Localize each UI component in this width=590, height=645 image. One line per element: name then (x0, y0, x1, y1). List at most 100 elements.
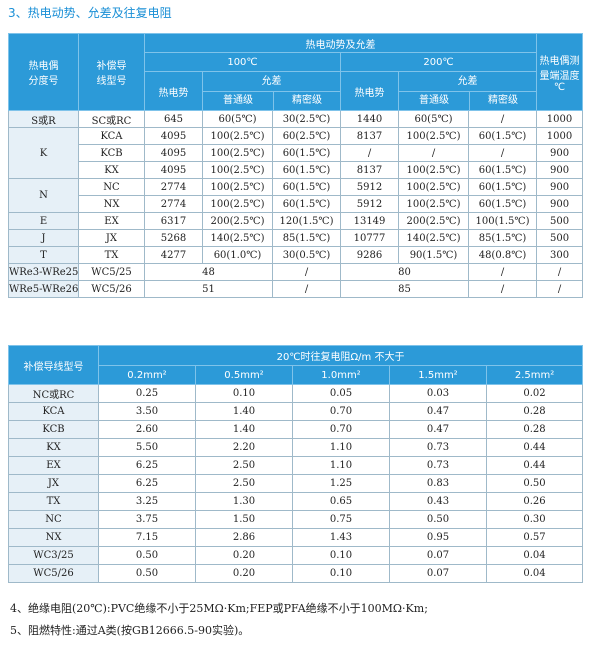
table-cell: 140(2.5℃) (202, 229, 273, 247)
table-cell: 0.50 (485, 474, 584, 493)
table-cell: 9286 (340, 246, 399, 264)
header-size: 1.0mm² (292, 365, 390, 385)
table-cell: TX (78, 246, 145, 264)
table-cell: NC (78, 178, 145, 196)
table-cell: 2.50 (195, 456, 293, 475)
table-cell: 0.50 (98, 564, 196, 583)
section-heading: 3、热电动势、允差及往复电阻 (8, 6, 172, 20)
table-cell: 900 (536, 144, 584, 162)
table-row: NC或RC 0.25 0.10 0.05 0.03 0.02 (8, 384, 584, 403)
model-cell: KCB (8, 420, 99, 439)
table-cell: 60(1.5℃) (272, 161, 341, 179)
table-cell: WC5/25 (78, 263, 145, 281)
table-cell: 2.60 (98, 420, 196, 439)
table-cell: 0.04 (485, 546, 584, 565)
thermocouple-type-cell: J (8, 229, 79, 247)
table-cell: 60(1.5℃) (467, 178, 538, 196)
table-cell: 0.28 (485, 420, 584, 439)
table-cell: 60(2.5℃) (272, 127, 341, 145)
table-cell: 0.47 (389, 420, 487, 439)
table-cell: 0.10 (292, 564, 390, 583)
table-cell: / (272, 280, 341, 298)
table-row: KX 4095 100(2.5℃) 60(1.5℃) 8137 100(2.5℃) 60(1… (9, 161, 584, 179)
table-cell: 60(1.5℃) (467, 127, 538, 145)
table-cell: 0.07 (389, 546, 487, 565)
table-cell: 100(2.5℃) (202, 127, 273, 145)
table-cell: 300 (536, 246, 584, 264)
table-cell: 0.10 (195, 384, 293, 403)
table-cell: 0.44 (485, 456, 584, 475)
table-cell: 1.30 (195, 492, 293, 511)
table-cell: 0.47 (389, 402, 487, 421)
table-cell: 48 (144, 263, 273, 281)
table-cell: 60(1.5℃) (272, 178, 341, 196)
table-cell: 0.70 (292, 420, 390, 439)
table-cell: 0.20 (195, 546, 293, 565)
table-cell: 0.04 (485, 564, 584, 583)
table-cell: 0.75 (292, 510, 390, 529)
table-cell: 30(0.5℃) (272, 246, 341, 264)
table-cell: KCA (78, 127, 145, 145)
table-cell: 1.43 (292, 528, 390, 547)
table-cell: 1000 (536, 127, 584, 145)
table-cell: 0.83 (389, 474, 487, 493)
table-row: NX 2774 100(2.5℃) 60(1.5℃) 5912 100(2.5℃) 60(1… (9, 195, 584, 213)
table-row: WC5/26 0.50 0.20 0.10 0.07 0.04 (8, 564, 584, 583)
header-100c: 100℃ (144, 52, 341, 72)
table-cell: 3.75 (98, 510, 196, 529)
table-cell: 4095 (144, 127, 203, 145)
emf-tolerance-table: 热电偶 分度号 补偿导 线型号 热电动势及允差 热电偶测 量端温度 ℃ 100℃ 200… (8, 33, 584, 298)
header-tolerance-200: 允差 普通级 精密级 (397, 71, 538, 111)
table-cell: 900 (536, 195, 584, 213)
table-row: KX 5.50 2.20 1.10 0.73 0.44 (8, 438, 584, 457)
table-cell: 2.50 (195, 474, 293, 493)
table-cell: 2.86 (195, 528, 293, 547)
table-cell: 60(5℃) (202, 110, 273, 128)
table-row: WC3/25 0.50 0.20 0.10 0.07 0.04 (8, 546, 584, 565)
table-cell: 13149 (340, 212, 399, 230)
header-model: 补偿导线型号 (8, 345, 99, 385)
table-cell: 30(2.5℃) (272, 110, 341, 128)
table-cell: 0.95 (389, 528, 487, 547)
header-size: 0.2mm² (98, 365, 196, 385)
table-cell: 500 (536, 229, 584, 247)
table-cell: 51 (144, 280, 273, 298)
header-size: 0.5mm² (195, 365, 293, 385)
table-cell: 0.20 (195, 564, 293, 583)
model-cell: KX (8, 438, 99, 457)
table-cell: / (536, 263, 584, 281)
table-cell: 100(2.5℃) (398, 195, 469, 213)
header-thermocouple-type: 热电偶 分度号 (8, 33, 79, 111)
table-cell: / (536, 280, 584, 298)
table-cell: 1.40 (195, 402, 293, 421)
table-cell: 60(1.5℃) (272, 144, 341, 162)
table-cell: / (398, 144, 469, 162)
table-cell: SC或RC (78, 110, 145, 128)
table-cell: 5912 (340, 178, 399, 196)
table-row: E EX 6317 200(2.5℃) 120(1.5℃) 13149 200(2.5℃) 1… (8, 212, 584, 230)
table-cell: 200(2.5℃) (398, 212, 469, 230)
table-cell: 0.03 (389, 384, 487, 403)
table-cell: 85 (340, 280, 469, 298)
table-cell: 100(2.5℃) (398, 178, 469, 196)
table-cell: 80 (340, 263, 469, 281)
table-cell: 0.10 (292, 546, 390, 565)
table-cell: 0.70 (292, 402, 390, 421)
table-cell: 3.25 (98, 492, 196, 511)
model-cell: JX (8, 474, 99, 493)
table-cell: 85(1.5℃) (272, 229, 341, 247)
header-200c: 200℃ (339, 52, 538, 72)
table-cell: 1000 (536, 110, 584, 128)
table-cell: 4095 (144, 144, 203, 162)
table-row: KCA 3.50 1.40 0.70 0.47 0.28 (8, 402, 584, 421)
model-cell: EX (8, 456, 99, 475)
thermocouple-type-cell: T (8, 246, 79, 264)
model-cell: TX (8, 492, 99, 511)
table-cell: 100(2.5℃) (202, 144, 273, 162)
table-cell: 100(2.5℃) (202, 195, 273, 213)
table-row: K KCA 4095 100(2.5℃) 60(2.5℃) 8137 100(2.5℃) 60… (8, 127, 584, 179)
table-cell: JX (78, 229, 145, 247)
table-cell: 1440 (340, 110, 399, 128)
table-cell: 60(1.0℃) (202, 246, 273, 264)
table-cell: 0.50 (98, 546, 196, 565)
